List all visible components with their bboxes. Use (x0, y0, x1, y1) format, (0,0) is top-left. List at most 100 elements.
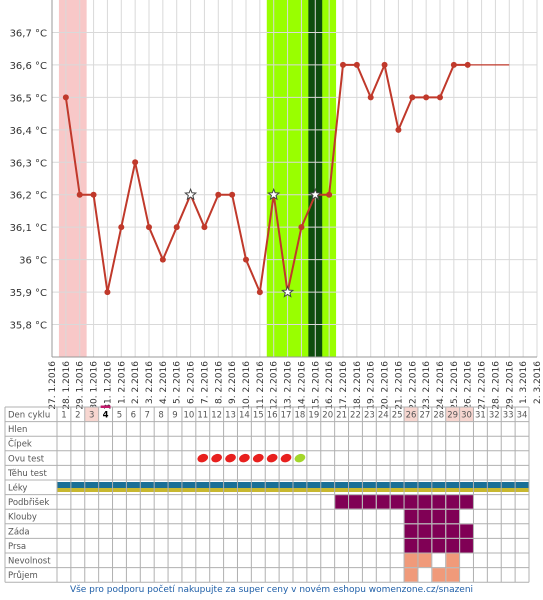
star-point (267, 187, 281, 201)
x-tick-label: 18. 2.2016 (353, 361, 363, 410)
data-point (62, 94, 69, 101)
day-highlight (84, 407, 99, 422)
x-tick-label: 28. 1.2016 (62, 361, 72, 410)
day-number: 19 (308, 411, 319, 421)
meds-bar-blue (98, 482, 113, 488)
meds-bar-blue (459, 482, 474, 488)
x-tick-label: 29. 2.2016 (505, 361, 515, 410)
data-point (146, 224, 152, 231)
row-label: Těhu test (7, 469, 47, 479)
symptom-cell (335, 495, 349, 509)
x-tick-label: 2. 3.2016 (533, 361, 543, 404)
day-highlight (404, 407, 418, 422)
data-point (353, 61, 360, 68)
meds-bar-blue (154, 482, 169, 488)
day-number: 16 (267, 411, 278, 421)
meds-bar-yellow (195, 488, 210, 492)
footer-link[interactable]: Vše pro podporu početí nakupujte za supe… (69, 585, 474, 595)
header-label: Den cyklu (8, 411, 50, 421)
day-number: 1 (61, 411, 66, 421)
x-tick-label: 1. 2.2016 (117, 361, 127, 404)
x-tick-label: 29. 1.2016 (76, 361, 86, 410)
data-point (395, 126, 402, 133)
symptom-cell (349, 495, 362, 509)
meds-bar-yellow (223, 488, 238, 492)
data-point (450, 61, 457, 68)
data-point (90, 191, 97, 198)
x-tick-label: 15. 2.2016 (311, 361, 321, 410)
symptom-cell (446, 568, 460, 582)
symptom-cell (404, 553, 418, 568)
meds-bar-yellow (473, 488, 488, 492)
meds-bar-blue (209, 482, 224, 488)
day-number: 24 (378, 411, 389, 421)
symptom-cell (404, 495, 418, 509)
symptom-cell (432, 568, 446, 582)
meds-bar-blue (348, 482, 363, 488)
meds-bar-blue (195, 482, 210, 488)
x-tick-label: 6. 2.2016 (187, 361, 197, 404)
day-number: 13 (225, 411, 236, 421)
day-number: 25 (392, 411, 403, 421)
meds-bar-yellow (293, 488, 307, 492)
data-point (159, 256, 166, 263)
meds-bar-blue (473, 482, 488, 488)
row-label: Nevolnost (8, 557, 51, 567)
star-point (184, 187, 198, 201)
x-tick-label: 10. 2.2016 (242, 361, 252, 410)
y-tick-label: 36,2 °C (10, 191, 47, 202)
meds-bar-blue (84, 482, 99, 488)
meds-bar-blue (501, 482, 516, 488)
data-point (201, 224, 208, 231)
meds-bar-yellow (404, 488, 418, 492)
meds-bar-yellow (98, 488, 113, 492)
day-number: 11 (197, 411, 208, 421)
data-point (132, 159, 139, 166)
meds-bar-blue (57, 482, 71, 488)
x-tick-label: 27. 1.2016 (48, 361, 58, 410)
meds-bar-yellow (112, 488, 127, 492)
day-number: 10 (183, 411, 194, 421)
day-number: 9 (172, 411, 177, 421)
symptom-cell (376, 495, 390, 509)
day-number: 26 (406, 411, 417, 421)
symptom-cell (362, 495, 376, 509)
meds-bar-yellow (57, 488, 71, 492)
meds-bar-blue (223, 482, 238, 488)
y-tick-label: 36,6 °C (10, 61, 47, 72)
symptom-cell (390, 495, 404, 509)
meds-bar-yellow (487, 488, 502, 492)
data-point (381, 61, 388, 68)
day-number: 20 (322, 411, 333, 421)
x-tick-label: 13. 2.2016 (284, 361, 294, 410)
temperature-chart: 36,7 °C 36,6 °C 36,5 °C 36,4 °C 36,3 °C 36,2 … (10, 0, 543, 410)
meds-bar-yellow (154, 488, 169, 492)
symptom-cell (460, 495, 473, 509)
y-tick-label: 36,7 °C (10, 28, 47, 39)
day-number: 22 (350, 411, 361, 421)
day-number: 31 (475, 411, 486, 421)
day-number: 28 (433, 411, 444, 421)
row-label: Podbřišek (8, 497, 49, 508)
star-point (281, 285, 295, 298)
meds-bar-blue (265, 482, 280, 488)
symptom-cell (446, 524, 460, 538)
row-label: Čípek (8, 438, 32, 450)
meds-bar-blue (112, 482, 127, 488)
ovu-test-negative-icon (294, 453, 306, 463)
x-tick-label: 5. 2.2016 (173, 361, 183, 404)
band-period (58, 0, 87, 357)
x-tick-label: 21. 2.2016 (394, 361, 404, 410)
x-tick-label: 4. 2.2016 (159, 361, 169, 404)
meds-bar-blue (404, 482, 418, 488)
y-tick-label: 36,3 °C (10, 158, 47, 169)
row-label: Záda (8, 527, 30, 537)
x-tick-label: 27. 2.2016 (478, 361, 488, 410)
meds-bar-yellow (168, 488, 182, 492)
day-number: 6 (131, 411, 136, 421)
y-tick-label: 36,4 °C (10, 126, 47, 137)
y-tick-label: 36,1 °C (10, 223, 47, 234)
day-number: 21 (336, 411, 347, 421)
day-number: 5 (117, 411, 122, 421)
data-point (340, 61, 346, 68)
